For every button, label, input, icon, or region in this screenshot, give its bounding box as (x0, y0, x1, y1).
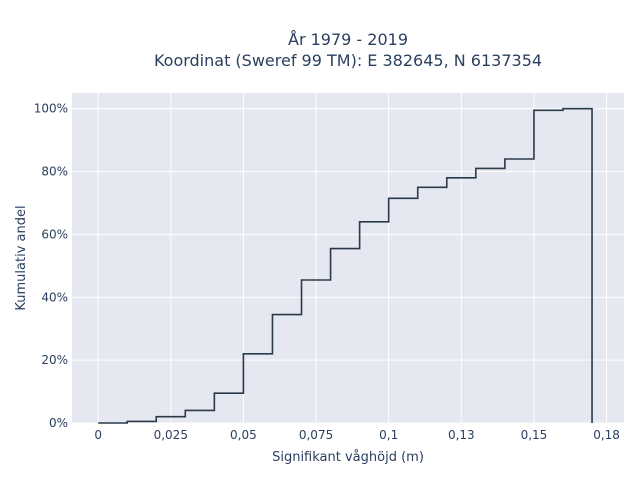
x-tick-label: 0,18 (593, 428, 620, 442)
x-tick-label: 0,025 (154, 428, 188, 442)
x-tick-label: 0,075 (299, 428, 333, 442)
x-axis-label: Signifikant våghöjd (m) (272, 450, 424, 465)
y-tick-label: 80% (41, 165, 68, 179)
x-tick-label: 0,15 (521, 428, 548, 442)
x-tick-label: 0 (94, 428, 102, 442)
grid (72, 93, 624, 424)
y-tick-label: 20% (41, 353, 68, 367)
x-tick-label: 0,05 (230, 428, 257, 442)
x-tick-label: 0,13 (448, 428, 475, 442)
y-tick-label: 0% (49, 416, 68, 430)
plot-background (72, 93, 624, 423)
y-axis-label: Kumulativ andel (14, 205, 29, 310)
y-tick-label: 60% (41, 227, 68, 241)
cumulative-step-line (98, 107, 593, 424)
x-tick-labels: 0 0,025 0,05 0,075 0,1 0,13 0,15 0,18 (94, 428, 620, 442)
chart-title: År 1979 - 2019 (288, 30, 408, 49)
y-tick-labels: 0% 20% 40% 60% 80% 100% (34, 102, 68, 430)
series-layer (98, 107, 593, 424)
y-tick-label: 100% (34, 102, 68, 116)
y-tick-label: 40% (41, 290, 68, 304)
x-tick-label: 0,1 (379, 428, 398, 442)
chart-subtitle: Koordinat (Sweref 99 TM): E 382645, N 61… (154, 51, 542, 70)
